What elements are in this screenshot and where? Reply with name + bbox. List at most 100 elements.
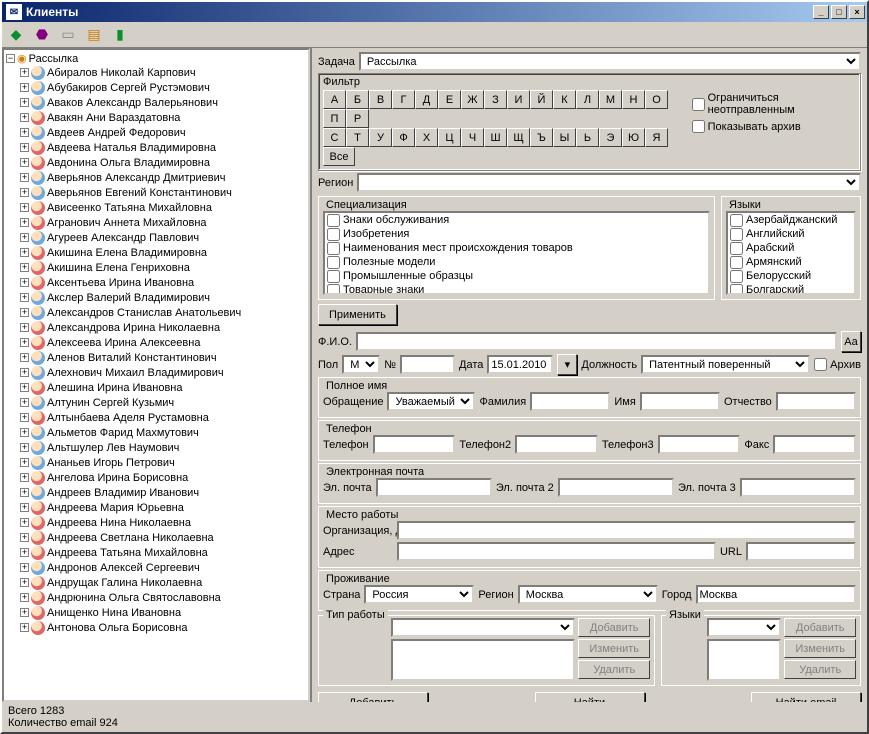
langs2-edit[interactable]: Изменить bbox=[784, 639, 856, 658]
fam-input[interactable] bbox=[530, 392, 610, 411]
org-input[interactable] bbox=[397, 521, 856, 540]
spec-item[interactable]: Полезные модели bbox=[325, 255, 708, 269]
fax-input[interactable] bbox=[773, 435, 856, 454]
tree-item[interactable]: +Алтынбаева Аделя Рустамовна bbox=[6, 410, 306, 425]
tree-item[interactable]: +Акишина Елена Владимировна bbox=[6, 245, 306, 260]
tree-item[interactable]: +Авдонина Ольга Владимировна bbox=[6, 155, 306, 170]
alpha-Д[interactable]: Д bbox=[415, 90, 438, 109]
spec-item[interactable]: Знаки обслуживания bbox=[325, 213, 708, 227]
limit-unsent-check[interactable]: Ограничиться неотправленным bbox=[692, 92, 856, 116]
city-input[interactable] bbox=[696, 585, 856, 604]
tree-item[interactable]: +Агуреев Александр Павлович bbox=[6, 230, 306, 245]
tree-item[interactable]: +Алтунин Сергей Кузьмич bbox=[6, 395, 306, 410]
alpha-А[interactable]: А bbox=[323, 90, 346, 109]
tree-item[interactable]: +Альтшулер Лев Наумович bbox=[6, 440, 306, 455]
phone2-input[interactable] bbox=[515, 435, 598, 454]
add-button[interactable]: Добавить bbox=[318, 692, 428, 702]
find-email-button[interactable]: Найти email bbox=[751, 692, 861, 702]
alpha-М[interactable]: М bbox=[599, 90, 622, 109]
tree-item[interactable]: +Акслер Валерий Владимирович bbox=[6, 290, 306, 305]
tree-item[interactable]: +Абубакиров Сергей Рустэмович bbox=[6, 80, 306, 95]
tree-item[interactable]: +Андронов Алексей Сергеевич bbox=[6, 560, 306, 575]
alpha-Ф[interactable]: Ф bbox=[392, 128, 415, 147]
langs2-del[interactable]: Удалить bbox=[784, 660, 856, 679]
tree-item[interactable]: +Аленов Виталий Константинович bbox=[6, 350, 306, 365]
tree-item[interactable]: +Андреева Светлана Николаевна bbox=[6, 530, 306, 545]
tree-item[interactable]: +Аверьянов Евгений Константинович bbox=[6, 185, 306, 200]
num-input[interactable] bbox=[400, 355, 455, 374]
book-icon[interactable]: ◆ bbox=[6, 25, 26, 45]
region-select[interactable] bbox=[357, 173, 861, 192]
door-icon[interactable]: ▮ bbox=[110, 25, 130, 45]
minimize-button[interactable]: _ bbox=[813, 5, 829, 19]
url-input[interactable] bbox=[746, 542, 856, 561]
alpha-В[interactable]: В bbox=[369, 90, 392, 109]
show-archive-check[interactable]: Показывать архив bbox=[692, 120, 856, 133]
fio-input[interactable] bbox=[356, 332, 837, 351]
alpha-Э[interactable]: Э bbox=[599, 128, 622, 147]
spec-item[interactable]: Наименования мест происхождения товаров bbox=[325, 241, 708, 255]
worktype-add[interactable]: Добавить bbox=[578, 618, 650, 637]
alpha-Ю[interactable]: Ю bbox=[622, 128, 645, 147]
alpha-Ь[interactable]: Ь bbox=[576, 128, 599, 147]
tree-item[interactable]: +Андреева Нина Николаевна bbox=[6, 515, 306, 530]
alpha-П[interactable]: П bbox=[323, 109, 346, 128]
alpha-С[interactable]: С bbox=[323, 128, 346, 147]
phone1-input[interactable] bbox=[373, 435, 456, 454]
tree-item[interactable]: +Агранович Аннета Михайловна bbox=[6, 215, 306, 230]
close-button[interactable]: × bbox=[849, 5, 865, 19]
alpha-Л[interactable]: Л bbox=[576, 90, 599, 109]
tree-item[interactable]: +Анищенко Нина Ивановна bbox=[6, 605, 306, 620]
alpha-Щ[interactable]: Щ bbox=[507, 128, 530, 147]
tree-item[interactable]: +Акишина Елена Генриховна bbox=[6, 260, 306, 275]
lang-item[interactable]: Белорусский bbox=[728, 269, 854, 283]
worktype-select[interactable] bbox=[391, 618, 576, 637]
alpha-Р[interactable]: Р bbox=[346, 109, 369, 128]
langs2-select[interactable] bbox=[707, 618, 782, 637]
maximize-button[interactable]: □ bbox=[831, 5, 847, 19]
alpha-Й[interactable]: Й bbox=[530, 90, 553, 109]
find-button[interactable]: Найти bbox=[535, 692, 645, 702]
alpha-Е[interactable]: Е bbox=[438, 90, 461, 109]
tree-item[interactable]: +Аверьянов Александр Дмитриевич bbox=[6, 170, 306, 185]
name-input[interactable] bbox=[640, 392, 720, 411]
tree-item[interactable]: +Андреева Татьяна Михайловна bbox=[6, 545, 306, 560]
apply-button[interactable]: Применить bbox=[318, 304, 397, 325]
alpha-Ж[interactable]: Ж bbox=[461, 90, 484, 109]
tree-item[interactable]: +Альметов Фарид Махмутович bbox=[6, 425, 306, 440]
alpha-Г[interactable]: Г bbox=[392, 90, 415, 109]
tree-item[interactable]: +Ангелова Ирина Борисовна bbox=[6, 470, 306, 485]
alpha-З[interactable]: З bbox=[484, 90, 507, 109]
lang-item[interactable]: Азербайджанский bbox=[728, 213, 854, 227]
cube-icon[interactable]: ⬣ bbox=[32, 25, 52, 45]
tree-item[interactable]: +Аваков Александр Валерьянович bbox=[6, 95, 306, 110]
spec-item[interactable]: Промышленные образцы bbox=[325, 269, 708, 283]
archive-check[interactable]: Архив bbox=[814, 358, 861, 371]
lang-list[interactable]: Азербайджанский Английский Арабский Армя… bbox=[726, 211, 856, 295]
email3-input[interactable] bbox=[740, 478, 856, 497]
tree-item[interactable]: +Авдеева Наталья Владимировна bbox=[6, 140, 306, 155]
alpha-Я[interactable]: Я bbox=[645, 128, 668, 147]
spec-list[interactable]: Знаки обслуживания Изобретения Наименова… bbox=[323, 211, 710, 295]
alpha-Н[interactable]: Н bbox=[622, 90, 645, 109]
tree-item[interactable]: +Ананьев Игорь Петрович bbox=[6, 455, 306, 470]
alpha-И[interactable]: И bbox=[507, 90, 530, 109]
alpha-К[interactable]: К bbox=[553, 90, 576, 109]
email1-input[interactable] bbox=[376, 478, 492, 497]
tree-item[interactable]: +Алексеева Ирина Алексеевна bbox=[6, 335, 306, 350]
pol-select[interactable]: М bbox=[342, 355, 380, 374]
alpha-Т[interactable]: Т bbox=[346, 128, 369, 147]
alpha-У[interactable]: У bbox=[369, 128, 392, 147]
spec-item[interactable]: Товарные знаки bbox=[325, 283, 708, 295]
alpha-Ч[interactable]: Ч bbox=[461, 128, 484, 147]
alpha-Ы[interactable]: Ы bbox=[553, 128, 576, 147]
lang-item[interactable]: Арабский bbox=[728, 241, 854, 255]
tree-item[interactable]: +Ависеенко Татьяна Михайловна bbox=[6, 200, 306, 215]
worktype-list[interactable] bbox=[391, 639, 576, 681]
tree-item[interactable]: +Абиралов Николай Карпович bbox=[6, 65, 306, 80]
alpha-Все[interactable]: Все bbox=[323, 147, 355, 166]
lang-item[interactable]: Английский bbox=[728, 227, 854, 241]
cards-icon[interactable]: ▤ bbox=[84, 25, 104, 45]
phone3-input[interactable] bbox=[658, 435, 741, 454]
tree-root[interactable]: −◉ Рассылка bbox=[6, 52, 306, 65]
